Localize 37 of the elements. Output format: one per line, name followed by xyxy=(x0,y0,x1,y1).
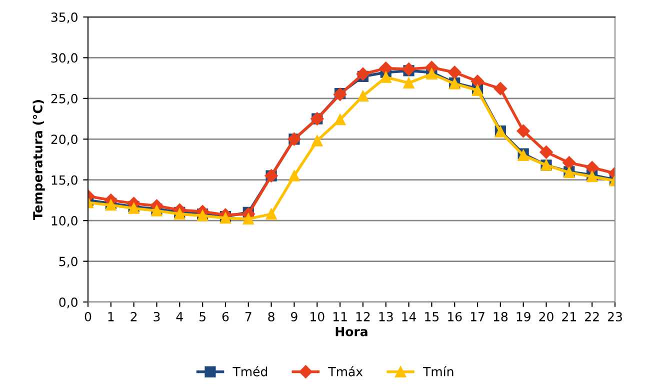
x-tick-label: 22 xyxy=(585,312,599,322)
x-tick-label: 0 xyxy=(84,312,92,322)
x-tick-label: 17 xyxy=(470,312,484,322)
y-tick-label: 20,0 xyxy=(51,134,78,146)
y-tick-label: 5,0 xyxy=(59,256,78,268)
legend-label: Tmín xyxy=(423,366,454,376)
y-tick-label: 30,0 xyxy=(51,53,78,64)
y-tick-label: 35,0 xyxy=(51,12,78,24)
x-tick-label: 1 xyxy=(108,312,114,322)
x-tick-label: 6 xyxy=(222,312,229,322)
x-tick-label: 10 xyxy=(310,312,324,322)
x-tick-label: 7 xyxy=(245,312,252,322)
y-tick-label: 0,0 xyxy=(59,297,78,308)
x-tick-label: 23 xyxy=(608,312,622,322)
legend-label: Tméd xyxy=(232,366,268,376)
x-tick-label: 21 xyxy=(562,312,576,322)
x-tick-label: 5 xyxy=(200,312,206,322)
x-tick-label: 11 xyxy=(333,312,347,322)
x-tick-label: 12 xyxy=(356,312,370,322)
x-tick-label: 18 xyxy=(494,312,508,322)
y-axis-title: Temperatura (°C) xyxy=(32,100,45,220)
y-tick-label: 10,0 xyxy=(52,216,78,227)
x-tick-label: 19 xyxy=(516,312,530,322)
x-tick-label: 16 xyxy=(448,312,462,322)
x-tick-label: 20 xyxy=(539,312,554,322)
legend-label: Tmáx xyxy=(328,366,363,376)
y-tick-label: 15,0 xyxy=(52,175,78,186)
x-tick-label: 15 xyxy=(425,312,439,322)
x-tick-label: 13 xyxy=(379,312,393,322)
x-tick-label: 3 xyxy=(154,312,160,322)
x-tick-label: 8 xyxy=(268,312,274,322)
x-tick-label: 2 xyxy=(130,312,137,322)
x-axis-title: Hora xyxy=(336,326,368,336)
y-tick-label: 25,0 xyxy=(51,94,78,105)
x-tick-label: 9 xyxy=(291,312,298,322)
x-tick-label: 4 xyxy=(176,312,183,322)
x-tick-label: 14 xyxy=(402,312,416,322)
